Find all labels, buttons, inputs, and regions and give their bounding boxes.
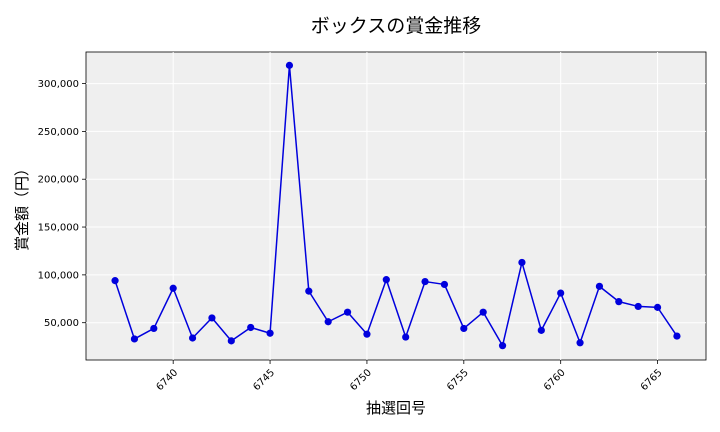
y-axis-label: 賞金額（円）	[13, 161, 31, 251]
series-line	[114, 64, 678, 347]
data-point	[266, 329, 274, 337]
data-point	[305, 287, 313, 295]
y-tick-label: 300,000	[38, 79, 79, 90]
plot-area	[85, 51, 707, 361]
data-point	[402, 333, 410, 341]
x-axis-label: 抽選回号	[366, 399, 426, 417]
data-point	[382, 276, 390, 284]
data-point	[653, 303, 662, 311]
y-tick-label: 200,000	[38, 175, 79, 186]
data-point	[498, 342, 507, 350]
data-point	[479, 308, 487, 316]
grid-lines	[86, 52, 706, 360]
y-tick-label: 150,000	[38, 223, 79, 234]
data-point	[557, 289, 565, 297]
data-point	[324, 318, 332, 326]
data-point	[247, 323, 255, 332]
y-tick-label: 50,000	[44, 318, 79, 329]
data-point	[111, 277, 119, 285]
data-point	[440, 280, 449, 289]
data-point	[130, 335, 139, 343]
data-series	[111, 61, 681, 350]
y-tick-label: 250,000	[38, 127, 79, 138]
data-point	[595, 282, 604, 290]
data-point	[363, 330, 371, 338]
data-point	[460, 324, 468, 333]
data-point	[576, 339, 584, 347]
data-point	[343, 308, 352, 316]
chart-title: ボックスの賞金推移	[311, 15, 481, 37]
data-point	[421, 277, 429, 286]
data-point	[285, 61, 294, 69]
data-point	[227, 337, 235, 345]
data-point	[169, 284, 177, 292]
data-point	[150, 324, 158, 333]
data-point	[673, 332, 681, 340]
data-point	[537, 326, 545, 334]
data-point	[518, 258, 526, 267]
data-point	[615, 298, 623, 306]
y-axis-ticks: 50,000 100,000 150,000 200,000 250,000 300,00…	[38, 79, 86, 329]
y-tick-label: 100,000	[38, 270, 79, 281]
data-point	[634, 302, 642, 311]
data-point	[208, 314, 216, 322]
data-point	[188, 334, 197, 342]
